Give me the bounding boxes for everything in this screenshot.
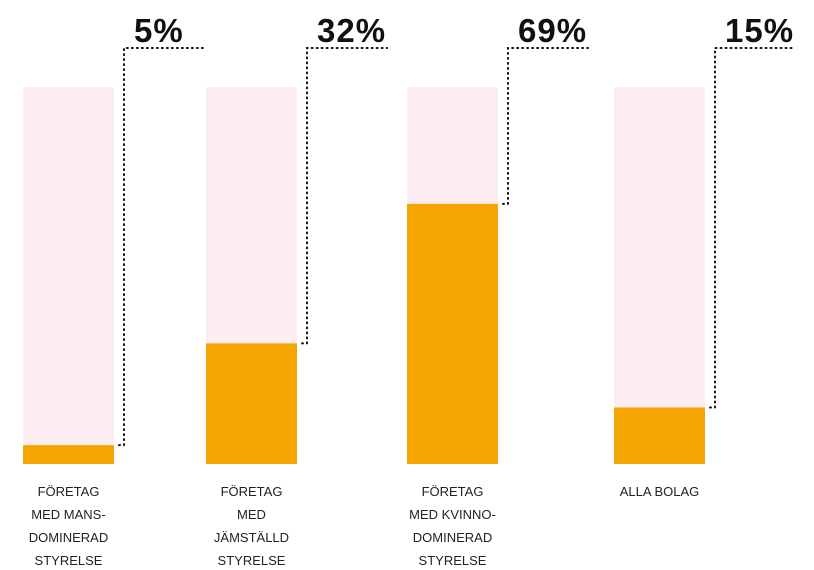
bar-track — [23, 87, 114, 464]
bar — [407, 203, 498, 464]
category-label: ALLA BOLAG — [619, 484, 700, 499]
category-label: FÖRETAG MED KVINNO- DOMINERAD STYRELSE — [409, 484, 496, 568]
connector — [301, 47, 388, 345]
bar — [23, 445, 114, 464]
bar-track — [614, 87, 705, 464]
value-label: 15% — [725, 12, 794, 49]
connector — [118, 47, 205, 447]
connector — [502, 47, 589, 205]
connector — [709, 47, 796, 409]
value-label: 32% — [317, 12, 386, 49]
value-label: 69% — [518, 12, 587, 49]
bar — [206, 343, 297, 464]
category-label: FÖRETAG MED JÄMSTÄLLD STYRELSE — [213, 484, 290, 568]
bar — [614, 407, 705, 464]
category-label: FÖRETAG MED MANS- DOMINERAD STYRELSE — [28, 484, 109, 568]
value-label: 5% — [134, 12, 184, 49]
